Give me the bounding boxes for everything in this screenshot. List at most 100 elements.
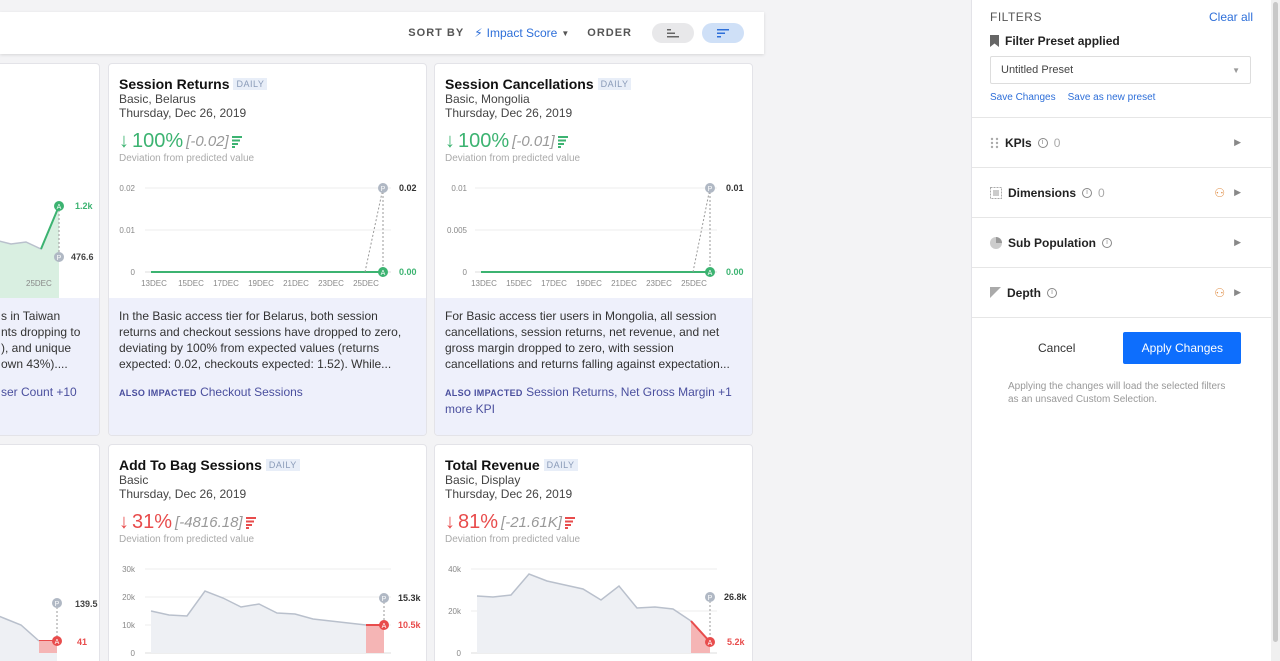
- x-tick: 23DEC: [646, 279, 672, 288]
- svg-text:P: P: [381, 186, 386, 193]
- chevron-right-icon: ▶: [1234, 137, 1241, 147]
- card-summary: For Basic access tier users in Mongolia,…: [435, 298, 752, 435]
- frequency-badge: DAILY: [233, 78, 268, 90]
- deviation-percent: 100%: [132, 130, 184, 152]
- card-segment: Basic, Mongolia: [445, 92, 530, 106]
- predicted-marker: [378, 183, 388, 193]
- x-tick: 19DEC: [248, 279, 274, 288]
- y-tick: 0: [131, 268, 136, 277]
- frequency-badge: DAILY: [597, 78, 632, 90]
- actual-value-label: 0.00: [726, 267, 744, 277]
- info-icon[interactable]: i: [1047, 287, 1057, 298]
- section-label: KPIs: [1005, 135, 1032, 150]
- arrow-down-icon: ↓: [119, 130, 129, 152]
- predicted-value-label: 0.01: [726, 183, 744, 193]
- predicted-value-label: 15.3k: [398, 593, 422, 603]
- user-tag-icon: ⚇: [1214, 185, 1225, 200]
- section-count: 0: [1053, 135, 1061, 150]
- also-impacted-link[interactable]: ser Count +10: [1, 385, 77, 399]
- y-tick: 10k: [122, 621, 136, 630]
- also-impacted-label: ALSO IMPACTED: [445, 388, 523, 398]
- arrow-down-icon: ↓: [119, 511, 129, 533]
- chevron-right-icon: ▶: [1234, 287, 1241, 297]
- panel-actions: Cancel Apply Changes: [972, 317, 1271, 364]
- actual-value-label: 5.2k: [727, 637, 746, 647]
- frequency-badge: DAILY: [543, 459, 578, 471]
- scrollbar-thumb[interactable]: [1273, 2, 1278, 642]
- preset-value: Untitled Preset: [1001, 64, 1074, 76]
- card-summary: In the Basic access tier for Belarus, bo…: [109, 298, 426, 435]
- anomaly-card[interactable]: Session Cancellations DAILY Basic, Mongo…: [434, 63, 753, 436]
- preset-select[interactable]: Untitled Preset ▼: [990, 56, 1251, 84]
- card-date: Thursday, Dec 26, 2019: [445, 487, 573, 501]
- anomaly-card[interactable]: Session Returns DAILY Basic, Belarus Thu…: [108, 63, 427, 436]
- cancel-button[interactable]: Cancel: [1038, 341, 1076, 355]
- summary-text: In the Basic access tier for Belarus, bo…: [119, 309, 402, 371]
- info-icon[interactable]: i: [1082, 187, 1093, 198]
- card-title-row: Session Returns DAILY: [119, 76, 416, 92]
- save-as-new-preset-link[interactable]: Save as new preset: [1067, 92, 1156, 103]
- summary-line: s in Taiwan: [1, 309, 61, 323]
- predicted-marker: [705, 183, 715, 193]
- y-tick: 0.02: [119, 184, 135, 193]
- card-date: Thursday, Dec 26, 2019: [119, 106, 247, 120]
- x-tick: 25DEC: [681, 279, 707, 288]
- actual-marker: [52, 636, 62, 646]
- predicted-marker: [705, 592, 715, 602]
- svg-text:A: A: [57, 204, 62, 211]
- predicted-marker: [54, 252, 64, 262]
- scrollbar[interactable]: [1271, 0, 1280, 661]
- actual-series-line: [476, 573, 692, 622]
- info-icon[interactable]: i: [1102, 237, 1112, 248]
- deviation-percent: 81%: [458, 511, 499, 533]
- card-title: Add To Bag Sessions: [119, 457, 262, 473]
- session-returns-chart: 0.02 0.01 0 P A 0.02 0.00 13DEC 15DEC 17…: [119, 183, 417, 288]
- section-label: Sub Population: [1008, 235, 1096, 250]
- summary-line: nts dropping to: [1, 325, 81, 339]
- actual-value-label: 41: [77, 637, 87, 647]
- depth-icon: [990, 287, 1001, 298]
- pie-icon: [990, 236, 1002, 249]
- also-impacted-link[interactable]: Checkout Sessions: [200, 385, 303, 399]
- info-icon[interactable]: i: [1037, 137, 1048, 148]
- order-toggle: [652, 23, 744, 43]
- anomaly-card[interactable]: Total Revenue DAILY Basic, Display Thurs…: [434, 444, 753, 661]
- deviation-note: Deviation from predicted value: [119, 153, 255, 164]
- card-date: Thursday, Dec 26, 2019: [119, 487, 247, 501]
- sort-descending-icon: [717, 28, 729, 37]
- y-tick: 0: [457, 649, 462, 658]
- sort-by-dropdown[interactable]: ⚡ Impact Score ▼: [474, 26, 569, 40]
- anomaly-card[interactable]: P A 139.5 41: [0, 444, 100, 661]
- apply-changes-button[interactable]: Apply Changes: [1123, 332, 1242, 364]
- filter-section-dimensions[interactable]: Dimensions i 0 ⚇ ▶: [972, 167, 1271, 217]
- actual-marker: [378, 267, 388, 277]
- x-tick: 17DEC: [213, 279, 239, 288]
- x-tick: 15DEC: [506, 279, 532, 288]
- filter-section-depth[interactable]: Depth i ⚇ ▶: [972, 267, 1271, 317]
- actual-marker: [54, 201, 64, 211]
- section-count: 0: [1098, 185, 1105, 200]
- order-descending-button[interactable]: [702, 23, 744, 43]
- predicted-value-label: 0.02: [399, 183, 417, 193]
- filter-section-kpis[interactable]: KPIs i 0 ▶: [972, 117, 1271, 167]
- order-ascending-button[interactable]: [652, 23, 694, 43]
- caret-down-icon: ▼: [561, 28, 570, 38]
- predicted-marker: [379, 593, 389, 603]
- x-tick: 13DEC: [471, 279, 497, 288]
- deviation-row: ↓ 81% [-21.61K]: [445, 511, 742, 534]
- actual-marker: [705, 637, 715, 647]
- card-segment: Basic, Belarus: [119, 92, 196, 106]
- predicted-value-label: 476.6: [71, 252, 94, 262]
- sort-ascending-icon: [667, 28, 679, 37]
- filter-section-sub-population[interactable]: Sub Population i ▶: [972, 217, 1271, 267]
- save-changes-link[interactable]: Save Changes: [990, 92, 1056, 103]
- deviation-absolute: [-4816.18]: [175, 514, 243, 531]
- anomaly-card[interactable]: Add To Bag Sessions DAILY Basic Thursday…: [108, 444, 427, 661]
- clear-all-link[interactable]: Clear all: [1208, 10, 1253, 24]
- also-impacted-link[interactable]: Session Returns, Net Gross Margin +1 mor…: [445, 385, 732, 416]
- anomaly-card[interactable]: A P 1.2k 476.6 25DEC s in Taiwan nts dro…: [0, 63, 100, 436]
- card-summary: s in Taiwan nts dropping to ), and uniqu…: [0, 298, 99, 435]
- apply-note: Applying the changes will load the selec…: [1008, 381, 1226, 405]
- x-tick: 13DEC: [141, 279, 167, 288]
- y-tick: 0.01: [451, 184, 467, 193]
